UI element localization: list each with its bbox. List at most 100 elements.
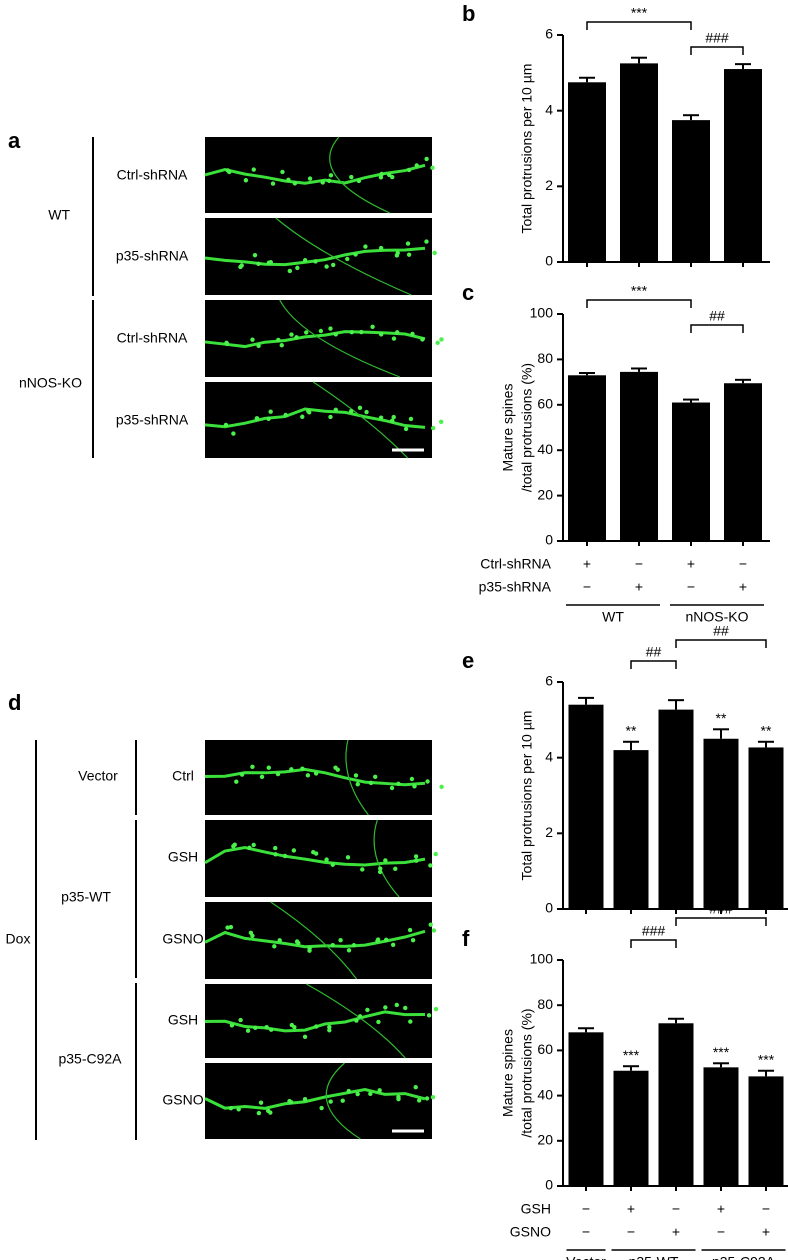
condition-label: Ctrl-shRNA — [480, 556, 551, 572]
spine — [365, 1007, 370, 1013]
spine — [302, 1096, 308, 1102]
spine — [304, 330, 309, 335]
spine — [353, 773, 359, 778]
spine — [428, 863, 433, 868]
spine — [292, 181, 298, 186]
spine — [433, 851, 438, 857]
spine — [273, 845, 278, 851]
bar — [568, 1032, 604, 1186]
spine — [251, 167, 256, 172]
spine — [357, 405, 363, 411]
bar — [672, 402, 710, 541]
branch — [306, 983, 406, 1059]
spine — [238, 1017, 243, 1023]
spine — [364, 409, 369, 415]
spine — [300, 414, 305, 419]
group-label: p35-C92A — [58, 1051, 122, 1067]
spine — [268, 409, 273, 414]
bar — [748, 747, 784, 909]
bracket-label: ### — [709, 901, 733, 917]
dendrite — [204, 846, 426, 867]
spine — [354, 1018, 359, 1023]
dendrite — [204, 407, 426, 429]
y-tick-label: 80 — [537, 996, 553, 1012]
bar — [613, 750, 649, 909]
spine — [314, 1024, 319, 1029]
micrograph — [205, 137, 432, 213]
spine — [389, 785, 395, 791]
bracket — [630, 660, 677, 669]
y-tick-label: 100 — [530, 305, 554, 321]
spine — [390, 942, 396, 948]
spine — [305, 773, 311, 778]
spine — [320, 180, 325, 185]
spine — [377, 869, 383, 875]
condition-mark: − — [583, 579, 591, 595]
dendrite — [204, 929, 426, 949]
y-tick-label: 20 — [537, 486, 553, 502]
spine — [324, 264, 329, 269]
group-label: nNOS-KO — [685, 609, 748, 625]
spine — [254, 416, 260, 421]
bracket-label: ### — [705, 30, 729, 46]
group-label: p35-WT — [61, 889, 111, 905]
spine — [430, 165, 435, 171]
spine — [333, 407, 338, 413]
spine — [383, 858, 388, 863]
spine — [279, 343, 284, 348]
bracket — [690, 324, 744, 333]
condition-label: p35-shRNA — [479, 579, 552, 595]
spine — [328, 173, 334, 178]
y-tick-label: 60 — [537, 396, 553, 412]
spine — [256, 1110, 262, 1116]
y-axis-label: Total protrusions per 10 µm — [519, 64, 535, 234]
spine — [250, 764, 255, 770]
bar — [568, 375, 606, 541]
branch — [275, 217, 412, 296]
bar — [672, 120, 710, 262]
y-tick-label: 4 — [545, 101, 553, 117]
spine — [394, 1002, 399, 1008]
bar — [748, 1076, 784, 1186]
spine — [268, 1110, 273, 1115]
bracket-label: *** — [631, 283, 648, 299]
spine — [269, 1027, 274, 1032]
spine — [306, 410, 312, 415]
spine — [253, 1025, 258, 1031]
y-tick-label: 0 — [545, 900, 553, 916]
spine — [412, 784, 417, 789]
spine — [239, 263, 244, 268]
significance: *** — [758, 1051, 775, 1067]
y-tick-label: 0 — [545, 253, 553, 269]
y-axis-label: Mature spines — [500, 384, 516, 472]
bracket-label: ## — [646, 644, 662, 660]
micrograph — [205, 218, 432, 295]
spine — [360, 867, 365, 872]
spine — [287, 1098, 292, 1104]
row-label: p35-shRNA — [116, 248, 189, 264]
spine — [273, 852, 278, 857]
spine — [375, 937, 381, 942]
spine — [408, 416, 414, 422]
branch — [329, 136, 391, 214]
spine — [276, 337, 281, 343]
significance: ** — [761, 722, 772, 738]
condition-mark: + — [635, 579, 643, 595]
spine — [383, 1005, 388, 1010]
bar — [658, 709, 694, 909]
bracket-label: ### — [642, 923, 666, 939]
spine — [391, 336, 397, 341]
dendrite — [204, 330, 426, 349]
spine — [287, 268, 293, 274]
condition-mark: + — [672, 1224, 680, 1240]
spine — [378, 245, 384, 251]
micrograph — [205, 820, 432, 897]
spine — [368, 780, 374, 786]
significance: ** — [716, 710, 727, 726]
spine — [338, 938, 343, 943]
y-tick-label: 2 — [545, 824, 553, 840]
spine — [435, 340, 440, 346]
spine — [359, 329, 364, 335]
group-label: Vector — [566, 1254, 606, 1260]
